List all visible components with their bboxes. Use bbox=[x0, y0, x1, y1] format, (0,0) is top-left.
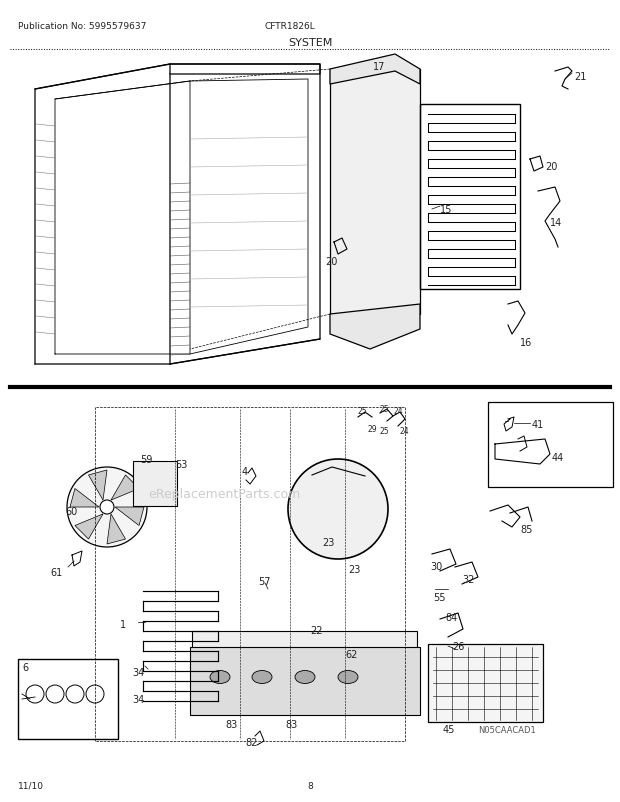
Bar bbox=[190, 647, 420, 715]
Text: Publication No: 5995579637: Publication No: 5995579637 bbox=[18, 22, 146, 31]
Ellipse shape bbox=[210, 670, 230, 683]
Text: 1: 1 bbox=[120, 619, 126, 630]
Text: N05CAACAD1: N05CAACAD1 bbox=[478, 725, 536, 734]
Bar bbox=[192, 631, 417, 649]
Ellipse shape bbox=[295, 670, 315, 683]
Text: 30: 30 bbox=[430, 561, 442, 571]
Text: 15: 15 bbox=[440, 205, 453, 215]
Text: 20: 20 bbox=[545, 162, 557, 172]
Text: 25: 25 bbox=[358, 407, 368, 415]
Bar bbox=[428, 644, 543, 722]
Text: 34: 34 bbox=[132, 667, 144, 677]
Text: 11/10: 11/10 bbox=[18, 781, 44, 790]
Text: 61: 61 bbox=[50, 567, 62, 577]
Text: CFTR1826L: CFTR1826L bbox=[265, 22, 316, 31]
Text: 24: 24 bbox=[400, 427, 410, 435]
Text: 41: 41 bbox=[532, 419, 544, 429]
Text: 60: 60 bbox=[65, 506, 78, 516]
Bar bbox=[330, 70, 420, 314]
Polygon shape bbox=[115, 508, 144, 526]
Text: 16: 16 bbox=[520, 338, 532, 347]
Polygon shape bbox=[89, 471, 107, 500]
Polygon shape bbox=[107, 514, 125, 545]
Text: 84: 84 bbox=[445, 612, 458, 622]
Circle shape bbox=[67, 468, 147, 547]
Text: 26: 26 bbox=[452, 642, 464, 651]
Circle shape bbox=[100, 500, 114, 514]
Text: 45: 45 bbox=[443, 724, 455, 734]
Text: 25: 25 bbox=[380, 404, 389, 414]
Text: 53: 53 bbox=[175, 460, 187, 469]
Text: 23: 23 bbox=[348, 565, 360, 574]
Text: 4: 4 bbox=[242, 467, 248, 476]
Text: eReplacementParts.com: eReplacementParts.com bbox=[148, 488, 300, 500]
Text: 25: 25 bbox=[380, 427, 389, 435]
Text: 23: 23 bbox=[322, 537, 334, 547]
Bar bbox=[488, 403, 613, 488]
Polygon shape bbox=[330, 305, 420, 350]
Bar bbox=[133, 461, 177, 506]
Text: 21: 21 bbox=[574, 72, 587, 82]
Ellipse shape bbox=[338, 670, 358, 683]
Text: 62: 62 bbox=[345, 649, 357, 659]
Ellipse shape bbox=[252, 670, 272, 683]
Text: 20: 20 bbox=[325, 257, 337, 267]
Text: 6: 6 bbox=[22, 662, 28, 672]
Text: SYSTEM: SYSTEM bbox=[288, 38, 332, 48]
Text: 22: 22 bbox=[310, 626, 322, 635]
Text: 32: 32 bbox=[462, 574, 474, 585]
Text: 29: 29 bbox=[368, 424, 378, 433]
Polygon shape bbox=[70, 489, 99, 508]
Text: 8: 8 bbox=[307, 781, 313, 790]
Polygon shape bbox=[75, 514, 103, 540]
Bar bbox=[420, 105, 520, 290]
Text: 57: 57 bbox=[258, 577, 270, 586]
Text: 14: 14 bbox=[550, 217, 562, 228]
Text: 83: 83 bbox=[225, 719, 237, 729]
Text: 83: 83 bbox=[285, 719, 297, 729]
Text: 24: 24 bbox=[393, 407, 402, 415]
Bar bbox=[18, 659, 118, 739]
Text: 44: 44 bbox=[552, 452, 564, 463]
Text: 82: 82 bbox=[245, 737, 257, 747]
Circle shape bbox=[288, 460, 388, 559]
Polygon shape bbox=[330, 55, 420, 85]
Polygon shape bbox=[111, 476, 139, 500]
Text: 17: 17 bbox=[373, 62, 386, 72]
Text: 85: 85 bbox=[520, 525, 533, 534]
Text: 59: 59 bbox=[140, 455, 153, 464]
Text: 55: 55 bbox=[433, 592, 446, 602]
Text: 34: 34 bbox=[132, 695, 144, 704]
